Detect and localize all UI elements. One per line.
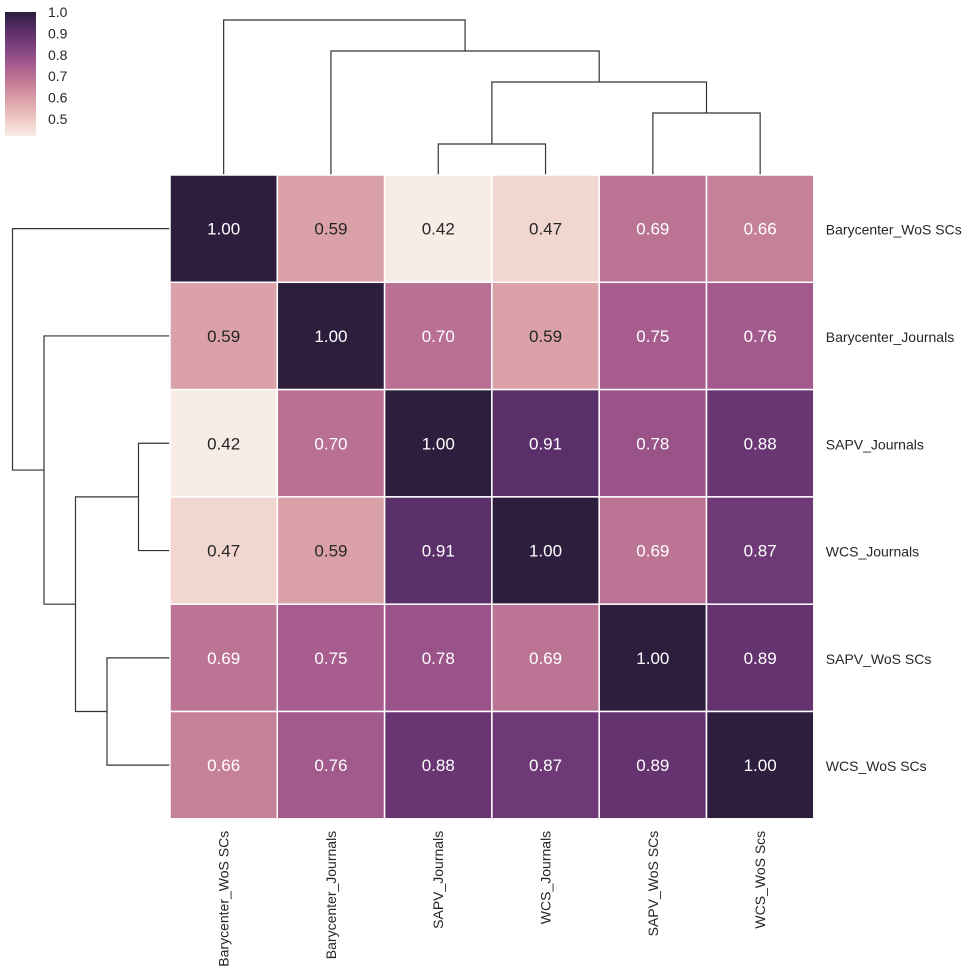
dendrogram-link (43, 335, 170, 605)
row-label: Barycenter_WoS SCs (826, 222, 962, 238)
row-label: Barycenter_Journals (826, 329, 954, 345)
heatmap-cell (276, 496, 386, 605)
cell-value-label: 0.70 (314, 434, 347, 453)
colorbar-tick-label: 0.9 (48, 25, 68, 41)
dendrogram-link (652, 112, 761, 175)
heatmap-cell (705, 710, 815, 820)
colorbar-gradient (5, 12, 36, 136)
cell-value-label: 0.91 (422, 542, 455, 561)
column-labels: Barycenter_WoS SCs Barycenter_Journals SAP… (216, 831, 769, 967)
heatmap-cell (169, 388, 279, 498)
heatmap-cell (383, 710, 493, 820)
cell-value-label: 0.70 (422, 327, 455, 346)
cell-value-label: 0.66 (744, 220, 777, 239)
cell-value-label: 1.00 (207, 220, 240, 239)
cell-value-label: 0.87 (744, 542, 777, 561)
heatmap-cell (705, 496, 815, 605)
cell-value-label: 0.87 (529, 756, 562, 775)
cell-value-label: 0.59 (529, 327, 562, 346)
heatmap-cell (598, 710, 708, 820)
cell-value-label: 0.91 (529, 434, 562, 453)
cell-value-label: 0.89 (636, 756, 669, 775)
cell-value-label: 1.00 (422, 434, 455, 453)
row-label: SAPV_Journals (826, 436, 924, 452)
cell-value-label: 0.78 (422, 649, 455, 668)
colorbar-tick-label: 0.7 (48, 68, 68, 84)
heatmap-cell (598, 388, 708, 498)
cell-value-label: 0.76 (744, 327, 777, 346)
dendrogram-link (11, 228, 170, 471)
cell-value-label: 0.59 (314, 542, 347, 561)
cell-value-label: 0.42 (207, 434, 240, 453)
colorbar-tick-label: 0.6 (48, 90, 68, 106)
colorbar-tick-label: 1.0 (48, 4, 68, 20)
cell-value-label: 0.59 (207, 327, 240, 346)
heatmap-cell (169, 710, 279, 820)
cell-value-label: 0.75 (636, 327, 669, 346)
column-label: SAPV_Journals (430, 831, 446, 929)
heatmap-cell (598, 496, 708, 605)
heatmap-cell (169, 281, 279, 391)
column-dendrogram (223, 19, 761, 175)
dendrogram-link (330, 50, 600, 175)
cell-value-label: 0.66 (207, 756, 240, 775)
cell-value-label: 0.69 (207, 649, 240, 668)
cell-value-label: 0.47 (529, 220, 562, 239)
cell-value-label: 1.00 (529, 542, 562, 561)
heatmap-cell (705, 603, 815, 713)
cell-value-label: 0.59 (314, 220, 347, 239)
heatmap-cell (383, 496, 493, 605)
dendrogram-link (223, 19, 466, 175)
colorbar-tick-label: 0.5 (48, 111, 68, 127)
heatmap-cell (491, 174, 600, 284)
column-label: Barycenter_Journals (323, 831, 339, 959)
cell-value-label: 0.89 (744, 649, 777, 668)
cell-value-label: 0.69 (636, 220, 669, 239)
heatmap-cell (598, 281, 708, 391)
cell-value-label: 0.42 (422, 220, 455, 239)
cell-value-label: 0.75 (314, 649, 347, 668)
heatmap-cell (705, 388, 815, 498)
cell-value-label: 1.00 (314, 327, 347, 346)
column-label: WCS_WoS Scs (752, 831, 768, 929)
cell-value-label: 0.78 (636, 434, 669, 453)
heatmap-cell (491, 388, 600, 498)
cell-value-label: 1.00 (636, 649, 669, 668)
colorbar: 1.0 0.9 0.8 0.7 0.6 0.5 (5, 4, 68, 136)
row-labels: Barycenter_WoS SCs Barycenter_Journals SAP… (826, 222, 962, 775)
cell-value-label: 0.47 (207, 542, 240, 561)
column-label: SAPV_WoS SCs (645, 831, 661, 937)
heatmap-cell (276, 710, 386, 820)
row-label: SAPV_WoS SCs (826, 651, 932, 667)
column-label: Barycenter_WoS SCs (216, 831, 232, 967)
cell-value-label: 0.88 (744, 434, 777, 453)
heatmap-cell (491, 281, 600, 391)
heatmap-cell (383, 388, 493, 498)
heatmap-cell (169, 174, 279, 284)
row-dendrogram (11, 228, 170, 766)
cell-value-label: 0.69 (529, 649, 562, 668)
cell-value-label: 0.88 (422, 756, 455, 775)
dendrogram-link (106, 657, 170, 766)
colorbar-tick-label: 0.8 (48, 47, 68, 63)
dendrogram-link (137, 442, 170, 552)
heatmap-cell (276, 603, 386, 713)
heatmap-cell (705, 281, 815, 391)
cell-value-label: 0.76 (314, 756, 347, 775)
heatmap-cell (383, 174, 493, 284)
heatmap-cell (491, 496, 600, 605)
dendrogram-link (437, 143, 547, 175)
cell-value-label: 0.69 (636, 542, 669, 561)
heatmap-cell (276, 174, 386, 284)
heatmap-cell (705, 174, 815, 284)
heatmap-cell (383, 603, 493, 713)
row-label: WCS_Journals (826, 544, 919, 560)
cell-value-label: 1.00 (744, 756, 777, 775)
heatmap-grid: 1.00 0.59 0.42 0.47 0.69 0.66 0.59 1.00 0.70 0.59… (169, 174, 815, 820)
column-label: WCS_Journals (538, 831, 554, 924)
heatmap-cell (276, 388, 386, 498)
row-label: WCS_WoS SCs (826, 758, 927, 774)
